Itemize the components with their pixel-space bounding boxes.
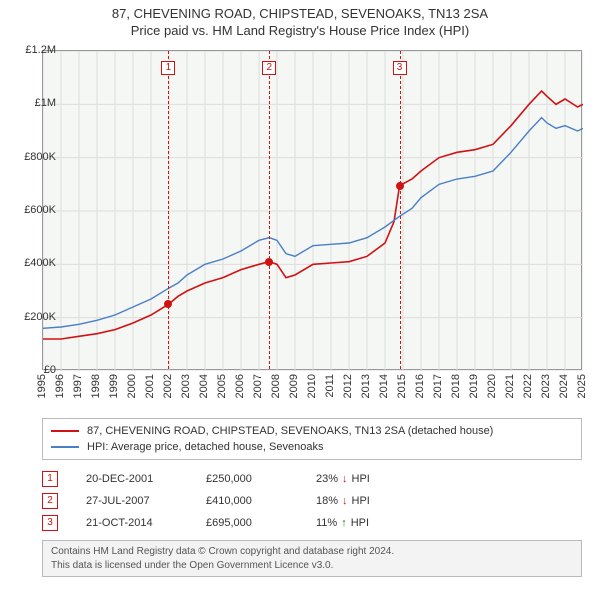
x-tick-label: 2013	[360, 374, 372, 398]
diff-pct: 11%	[316, 517, 337, 529]
sales-row-marker: 1	[42, 471, 58, 487]
sales-row-diff: 11% ↑ HPI	[316, 517, 436, 529]
sales-row-diff: 18% ↓ HPI	[316, 495, 436, 507]
y-tick-label: £1M	[16, 97, 56, 109]
x-tick-label: 1995	[36, 374, 48, 398]
sale-dot-1	[164, 300, 172, 308]
x-tick-label: 2017	[432, 374, 444, 398]
sale-dot-2	[265, 258, 273, 266]
x-tick-label: 1996	[54, 374, 66, 398]
sales-row-date: 21-OCT-2014	[86, 517, 206, 529]
attribution-line-2: This data is licensed under the Open Gov…	[51, 559, 573, 573]
chart-svg	[43, 51, 583, 371]
diff-pct: 18%	[316, 495, 338, 507]
arrow-up-icon: ↑	[341, 517, 347, 529]
x-tick-label: 2006	[234, 374, 246, 398]
chart-plot-area: 1 2 3	[42, 50, 582, 370]
sales-row: 3 21-OCT-2014£695,00011% ↑ HPI	[42, 512, 582, 534]
diff-pct: 23%	[316, 473, 338, 485]
y-tick-label: £200K	[16, 311, 56, 323]
legend-label: 87, CHEVENING ROAD, CHIPSTEAD, SEVENOAKS…	[87, 425, 493, 437]
sale-marker-line-2	[269, 51, 270, 369]
sale-marker-box-1: 1	[161, 61, 175, 75]
sale-dot-3	[396, 182, 404, 190]
sales-row-marker: 2	[42, 493, 58, 509]
diff-suffix: HPI	[352, 495, 370, 507]
attribution-box: Contains HM Land Registry data © Crown c…	[42, 540, 582, 577]
chart-title: 87, CHEVENING ROAD, CHIPSTEAD, SEVENOAKS…	[10, 6, 590, 21]
x-tick-label: 2019	[468, 374, 480, 398]
x-tick-label: 2008	[270, 374, 282, 398]
x-tick-label: 2001	[144, 374, 156, 398]
y-tick-label: £800K	[16, 151, 56, 163]
x-tick-label: 2011	[324, 374, 336, 398]
x-tick-label: 1999	[108, 374, 120, 398]
y-tick-label: £1.2M	[16, 44, 56, 56]
sales-row-date: 27-JUL-2007	[86, 495, 206, 507]
sale-marker-line-3	[400, 51, 401, 369]
arrow-down-icon: ↓	[342, 473, 348, 485]
x-tick-label: 2000	[126, 374, 138, 398]
x-tick-label: 2022	[522, 374, 534, 398]
x-tick-label: 2012	[342, 374, 354, 398]
x-tick-label: 2023	[540, 374, 552, 398]
sales-row-marker: 3	[42, 515, 58, 531]
sales-row: 1 20-DEC-2001£250,00023% ↓ HPI	[42, 468, 582, 490]
legend-swatch	[51, 430, 79, 432]
legend-item: HPI: Average price, detached house, Seve…	[51, 439, 573, 455]
x-tick-label: 2010	[306, 374, 318, 398]
legend-item: 87, CHEVENING ROAD, CHIPSTEAD, SEVENOAKS…	[51, 423, 573, 439]
y-tick-label: £400K	[16, 257, 56, 269]
x-tick-label: 2009	[288, 374, 300, 398]
x-tick-label: 1997	[72, 374, 84, 398]
y-tick-label: £600K	[16, 204, 56, 216]
sales-row-date: 20-DEC-2001	[86, 473, 206, 485]
x-tick-label: 2005	[216, 374, 228, 398]
sales-row: 2 27-JUL-2007£410,00018% ↓ HPI	[42, 490, 582, 512]
x-tick-label: 1998	[90, 374, 102, 398]
x-tick-label: 2002	[162, 374, 174, 398]
attribution-line-1: Contains HM Land Registry data © Crown c…	[51, 545, 573, 559]
sale-marker-line-1	[168, 51, 169, 369]
sale-marker-box-2: 2	[262, 61, 276, 75]
x-tick-label: 2007	[252, 374, 264, 398]
sale-marker-box-3: 3	[393, 61, 407, 75]
legend-label: HPI: Average price, detached house, Seve…	[87, 441, 323, 453]
sales-row-diff: 23% ↓ HPI	[316, 473, 436, 485]
x-tick-label: 2020	[486, 374, 498, 398]
x-tick-label: 2004	[198, 374, 210, 398]
legend-swatch	[51, 446, 79, 448]
x-tick-label: 2016	[414, 374, 426, 398]
x-tick-label: 2024	[558, 374, 570, 398]
diff-suffix: HPI	[351, 517, 369, 529]
x-tick-label: 2018	[450, 374, 462, 398]
x-tick-label: 2025	[576, 374, 588, 398]
x-tick-label: 2021	[504, 374, 516, 398]
legend: 87, CHEVENING ROAD, CHIPSTEAD, SEVENOAKS…	[42, 418, 582, 460]
diff-suffix: HPI	[352, 473, 370, 485]
arrow-down-icon: ↓	[342, 495, 348, 507]
x-tick-label: 2014	[378, 374, 390, 398]
sales-row-price: £410,000	[206, 495, 316, 507]
chart-subtitle: Price paid vs. HM Land Registry's House …	[10, 23, 590, 38]
sales-row-price: £695,000	[206, 517, 316, 529]
chart-header: 87, CHEVENING ROAD, CHIPSTEAD, SEVENOAKS…	[0, 0, 600, 40]
x-tick-label: 2003	[180, 374, 192, 398]
sales-row-price: £250,000	[206, 473, 316, 485]
x-tick-label: 2015	[396, 374, 408, 398]
sales-table: 120-DEC-2001£250,00023%↓HPI227-JUL-2007£…	[42, 468, 582, 534]
